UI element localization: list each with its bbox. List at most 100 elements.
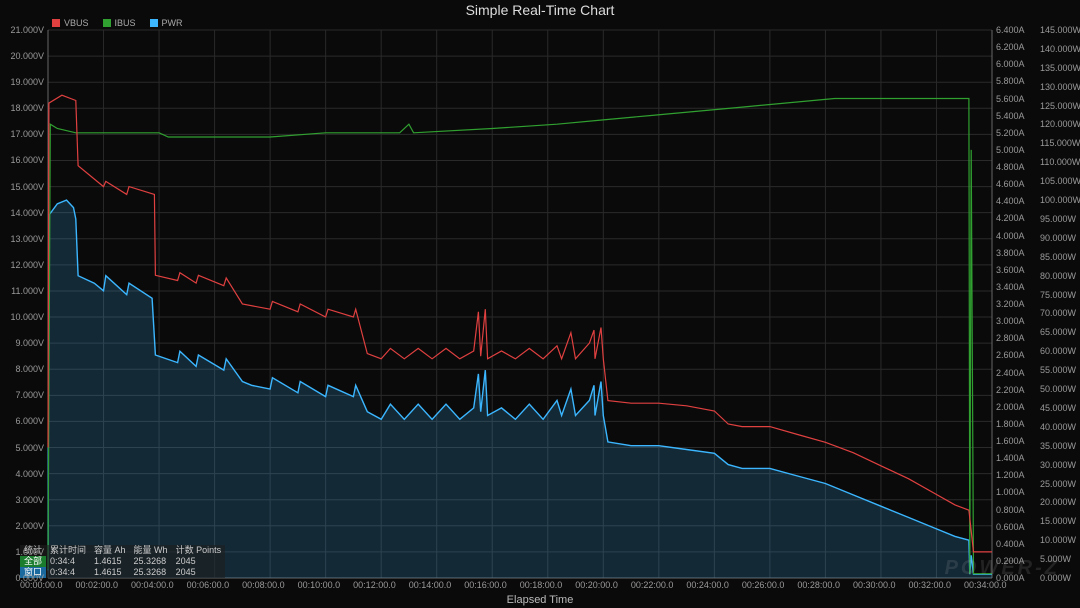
y-left-tick: 20.000V xyxy=(0,51,44,61)
y-right-tick-pwr: 15.000W xyxy=(1040,516,1076,526)
y-right-tick-pwr: 105.000W xyxy=(1040,176,1080,186)
y-right-tick-pwr: 95.000W xyxy=(1040,214,1076,224)
y-right-tick-ibus: 0.800A xyxy=(996,505,1025,515)
y-left-tick: 12.000V xyxy=(0,260,44,270)
y-right-tick-ibus: 2.400A xyxy=(996,368,1025,378)
y-right-tick-ibus: 3.000A xyxy=(996,316,1025,326)
y-right-tick-pwr: 50.000W xyxy=(1040,384,1076,394)
y-right-tick-ibus: 0.200A xyxy=(996,556,1025,566)
y-right-tick-ibus: 5.800A xyxy=(996,76,1025,86)
y-left-tick: 7.000V xyxy=(0,390,44,400)
y-right-tick-pwr: 10.000W xyxy=(1040,535,1076,545)
y-right-tick-ibus: 2.600A xyxy=(996,350,1025,360)
y-right-tick-pwr: 100.000W xyxy=(1040,195,1080,205)
y-left-tick: 1.000V xyxy=(0,547,44,557)
y-right-tick-ibus: 2.800A xyxy=(996,333,1025,343)
x-tick: 00:10:00.0 xyxy=(298,580,341,590)
x-tick: 00:24:00.0 xyxy=(686,580,729,590)
y-left-tick: 15.000V xyxy=(0,182,44,192)
x-tick: 00:28:00.0 xyxy=(797,580,840,590)
x-tick: 00:30:00.0 xyxy=(853,580,896,590)
y-left-tick: 11.000V xyxy=(0,286,44,296)
y-right-tick-pwr: 55.000W xyxy=(1040,365,1076,375)
y-right-tick-pwr: 0.000W xyxy=(1040,573,1071,583)
x-axis-label: Elapsed Time xyxy=(0,594,1080,606)
y-right-tick-pwr: 85.000W xyxy=(1040,252,1076,262)
y-left-tick: 16.000V xyxy=(0,155,44,165)
y-right-tick-ibus: 3.400A xyxy=(996,282,1025,292)
y-right-tick-ibus: 0.400A xyxy=(996,539,1025,549)
y-left-tick: 19.000V xyxy=(0,77,44,87)
y-left-tick: 6.000V xyxy=(0,416,44,426)
y-right-tick-ibus: 4.000A xyxy=(996,231,1025,241)
y-right-tick-ibus: 4.600A xyxy=(996,179,1025,189)
y-right-tick-ibus: 5.400A xyxy=(996,111,1025,121)
y-right-tick-pwr: 80.000W xyxy=(1040,271,1076,281)
y-left-tick: 2.000V xyxy=(0,521,44,531)
y-right-tick-pwr: 20.000W xyxy=(1040,497,1076,507)
x-tick: 00:04:00.0 xyxy=(131,580,174,590)
x-tick: 00:18:00.0 xyxy=(520,580,563,590)
y-right-tick-pwr: 130.000W xyxy=(1040,82,1080,92)
y-left-tick: 4.000V xyxy=(0,469,44,479)
x-tick: 00:16:00.0 xyxy=(464,580,507,590)
y-right-tick-ibus: 3.800A xyxy=(996,248,1025,258)
x-tick: 00:26:00.0 xyxy=(742,580,785,590)
y-right-tick-ibus: 4.200A xyxy=(996,213,1025,223)
y-right-tick-ibus: 5.200A xyxy=(996,128,1025,138)
stats-panel: 统计累计时间容量 Ah能量 Wh计数 Points 全部0:34:41.4615… xyxy=(20,545,225,578)
y-right-tick-ibus: 6.200A xyxy=(996,42,1025,52)
y-right-tick-ibus: 1.800A xyxy=(996,419,1025,429)
y-right-tick-ibus: 0.000A xyxy=(996,573,1025,583)
y-right-tick-ibus: 6.000A xyxy=(996,59,1025,69)
y-right-tick-ibus: 6.400A xyxy=(996,25,1025,35)
y-right-tick-pwr: 25.000W xyxy=(1040,479,1076,489)
y-right-tick-pwr: 120.000W xyxy=(1040,119,1080,129)
y-left-tick: 14.000V xyxy=(0,208,44,218)
y-right-tick-pwr: 110.000W xyxy=(1040,157,1080,167)
y-left-tick: 18.000V xyxy=(0,103,44,113)
chart-plot[interactable] xyxy=(0,0,1080,608)
y-right-tick-ibus: 1.400A xyxy=(996,453,1025,463)
y-right-tick-pwr: 35.000W xyxy=(1040,441,1076,451)
y-right-tick-ibus: 3.200A xyxy=(996,299,1025,309)
series-fill-pwr xyxy=(48,200,992,578)
x-tick: 00:14:00.0 xyxy=(409,580,452,590)
y-right-tick-ibus: 0.600A xyxy=(996,522,1025,532)
y-right-tick-ibus: 2.200A xyxy=(996,385,1025,395)
y-right-tick-pwr: 60.000W xyxy=(1040,346,1076,356)
y-right-tick-pwr: 40.000W xyxy=(1040,422,1076,432)
y-right-tick-ibus: 5.600A xyxy=(996,94,1025,104)
y-left-tick: 17.000V xyxy=(0,129,44,139)
y-right-tick-ibus: 5.000A xyxy=(996,145,1025,155)
y-right-tick-ibus: 1.000A xyxy=(996,487,1025,497)
y-right-tick-pwr: 5.000W xyxy=(1040,554,1071,564)
y-left-tick: 10.000V xyxy=(0,312,44,322)
y-left-tick: 8.000V xyxy=(0,364,44,374)
y-left-tick: 9.000V xyxy=(0,338,44,348)
y-right-tick-pwr: 135.000W xyxy=(1040,63,1080,73)
y-right-tick-pwr: 65.000W xyxy=(1040,327,1076,337)
x-tick: 00:00:00.0 xyxy=(20,580,63,590)
y-right-tick-pwr: 30.000W xyxy=(1040,460,1076,470)
y-right-tick-pwr: 45.000W xyxy=(1040,403,1076,413)
y-left-tick: 13.000V xyxy=(0,234,44,244)
y-right-tick-pwr: 70.000W xyxy=(1040,308,1076,318)
y-right-tick-pwr: 125.000W xyxy=(1040,101,1080,111)
x-tick: 00:32:00.0 xyxy=(908,580,951,590)
y-left-tick: 21.000V xyxy=(0,25,44,35)
y-right-tick-ibus: 3.600A xyxy=(996,265,1025,275)
x-tick: 00:06:00.0 xyxy=(187,580,230,590)
x-tick: 00:20:00.0 xyxy=(575,580,618,590)
y-left-tick: 3.000V xyxy=(0,495,44,505)
y-right-tick-pwr: 145.000W xyxy=(1040,25,1080,35)
y-right-tick-pwr: 75.000W xyxy=(1040,290,1076,300)
x-tick: 00:22:00.0 xyxy=(631,580,674,590)
y-right-tick-pwr: 115.000W xyxy=(1040,138,1080,148)
y-right-tick-ibus: 1.600A xyxy=(996,436,1025,446)
x-tick: 00:12:00.0 xyxy=(353,580,396,590)
y-right-tick-pwr: 140.000W xyxy=(1040,44,1080,54)
x-tick: 00:02:00.0 xyxy=(76,580,119,590)
x-tick: 00:08:00.0 xyxy=(242,580,285,590)
y-right-tick-pwr: 90.000W xyxy=(1040,233,1076,243)
